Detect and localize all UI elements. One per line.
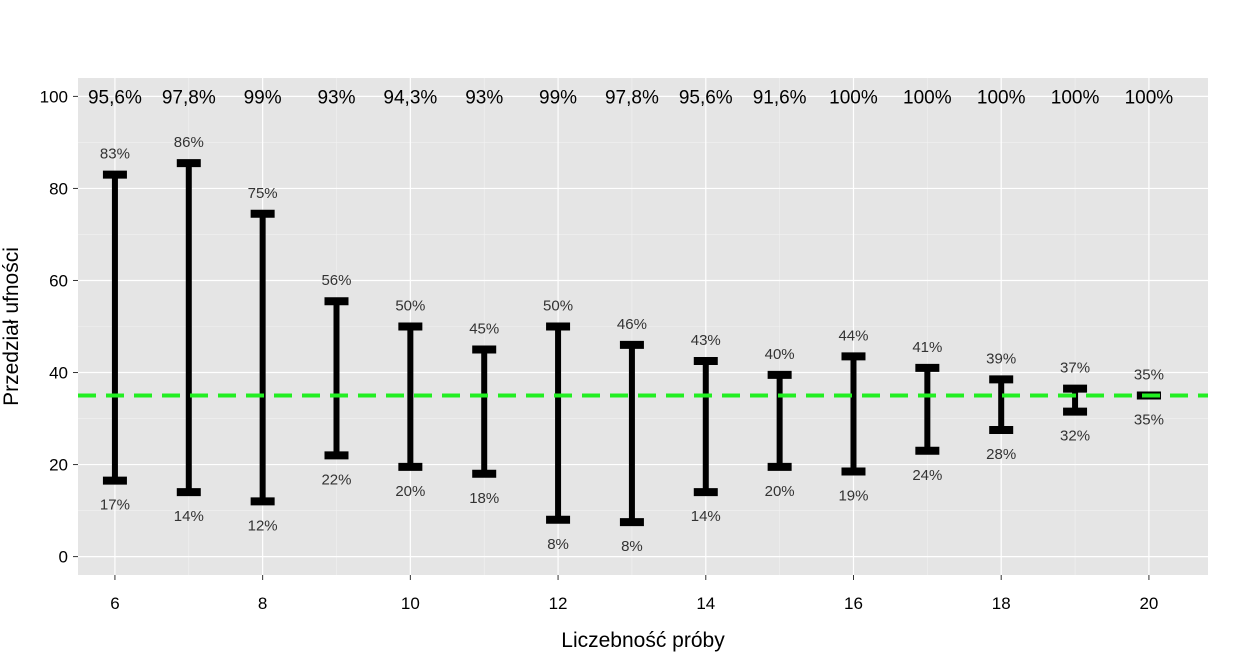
error-bar xyxy=(841,352,866,476)
coverage-labels: 95,6% 97,8% 99% 93% 94,3% 93% 99% 97,8% 95,6% 91,… xyxy=(88,87,1173,108)
error-bar xyxy=(915,363,940,455)
upper-bound-label: 39% xyxy=(986,350,1016,367)
error-bar xyxy=(619,340,644,527)
lower-bound-label: 8% xyxy=(621,538,643,555)
y-tick-label: 0 xyxy=(59,548,68,567)
x-tick-label: 12 xyxy=(549,594,568,613)
error-bar xyxy=(1063,384,1088,416)
coverage-label: 99% xyxy=(244,87,282,108)
upper-bound-label: 44% xyxy=(838,327,868,344)
y-tick-label: 20 xyxy=(49,456,68,475)
upper-bound-label: 75% xyxy=(248,185,278,202)
coverage-label: 95,6% xyxy=(88,87,142,108)
x-tick-label: 8 xyxy=(258,594,267,613)
grid-minor xyxy=(78,78,1208,575)
y-tick-label: 80 xyxy=(49,179,68,198)
coverage-label: 100% xyxy=(1051,87,1100,108)
upper-bound-label: 50% xyxy=(543,298,573,315)
lower-bound-label: 14% xyxy=(691,508,721,525)
y-axis: 0 20 40 60 80 100 xyxy=(40,87,78,567)
error-bar xyxy=(472,345,497,478)
lower-bound-label: 18% xyxy=(469,490,499,507)
lower-bound-label: 20% xyxy=(395,483,425,500)
error-bar xyxy=(398,322,423,471)
lower-bound-label: 8% xyxy=(547,536,569,553)
upper-bound-label: 37% xyxy=(1060,360,1090,377)
lower-bound-label: 14% xyxy=(174,508,204,525)
y-tick-label: 100 xyxy=(40,87,68,106)
error-bar xyxy=(102,170,127,485)
lower-bound-label: 12% xyxy=(248,517,278,534)
upper-bound-label: 45% xyxy=(469,321,499,338)
upper-bound-label: 46% xyxy=(617,316,647,333)
coverage-label: 100% xyxy=(829,87,878,108)
y-tick-label: 40 xyxy=(49,364,68,383)
upper-bound-label: 50% xyxy=(395,298,425,315)
upper-bound-label: 41% xyxy=(912,339,942,356)
x-tick-label: 14 xyxy=(696,594,715,613)
error-bar xyxy=(250,209,275,506)
x-tick-label: 18 xyxy=(992,594,1011,613)
upper-bound-label: 56% xyxy=(321,272,351,289)
coverage-label: 93% xyxy=(317,87,355,108)
coverage-label: 100% xyxy=(1125,87,1174,108)
coverage-label: 97,8% xyxy=(162,87,216,108)
error-bar xyxy=(693,357,718,497)
coverage-label: 94,3% xyxy=(383,87,437,108)
y-axis-title: Przedział ufności xyxy=(0,247,23,406)
error-bar xyxy=(324,297,349,460)
upper-bound-label: 35% xyxy=(1134,367,1164,384)
lower-bound-label: 24% xyxy=(912,467,942,484)
bound-labels: 83% 17% 86% 14% 75% 12% 56% 22% 50% 20% 45% 18% 50% 8… xyxy=(100,134,1164,555)
error-bar xyxy=(546,322,571,524)
coverage-label: 95,6% xyxy=(679,87,733,108)
upper-bound-label: 83% xyxy=(100,146,130,163)
x-tick-label: 16 xyxy=(844,594,863,613)
x-axis-title: Liczebność próby xyxy=(561,629,725,652)
x-axis: 6 8 10 12 14 16 18 20 xyxy=(110,575,1158,613)
error-bar xyxy=(176,159,201,497)
lower-bound-label: 20% xyxy=(765,483,795,500)
coverage-label: 97,8% xyxy=(605,87,659,108)
coverage-label: 93% xyxy=(465,87,503,108)
coverage-label: 91,6% xyxy=(753,87,807,108)
lower-bound-label: 17% xyxy=(100,497,130,514)
lower-bound-label: 28% xyxy=(986,446,1016,463)
lower-bound-label: 22% xyxy=(321,471,351,488)
lower-bound-label: 19% xyxy=(838,487,868,504)
x-tick-label: 10 xyxy=(401,594,420,613)
lower-bound-label: 32% xyxy=(1060,428,1090,445)
x-tick-label: 20 xyxy=(1139,594,1158,613)
upper-bound-label: 43% xyxy=(691,332,721,349)
coverage-label: 99% xyxy=(539,87,577,108)
error-bars xyxy=(102,159,1161,527)
upper-bound-label: 40% xyxy=(765,346,795,363)
error-bar xyxy=(989,375,1014,435)
y-tick-label: 60 xyxy=(49,271,68,290)
error-bar xyxy=(767,370,792,471)
x-tick-label: 6 xyxy=(110,594,119,613)
upper-bound-label: 86% xyxy=(174,134,204,151)
coverage-label: 100% xyxy=(903,87,952,108)
lower-bound-label: 35% xyxy=(1134,412,1164,429)
coverage-label: 100% xyxy=(977,87,1026,108)
